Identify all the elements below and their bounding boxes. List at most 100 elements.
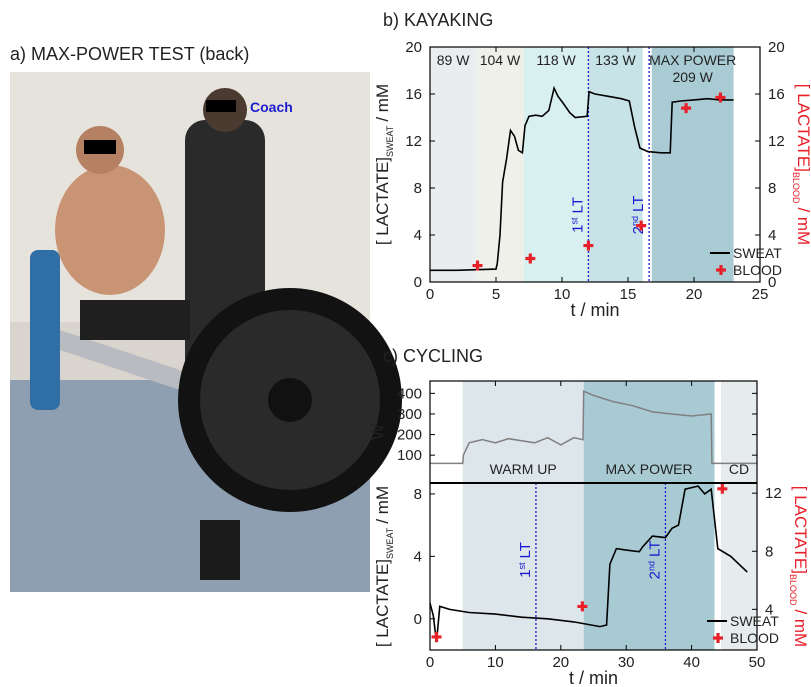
legend-marker [713, 633, 723, 643]
region [462, 381, 584, 650]
region [651, 47, 734, 282]
threshold-number: 1 [569, 225, 586, 233]
photo-hub [268, 378, 312, 422]
x-tick-label: 30 [618, 654, 635, 671]
y-tick-label: 8 [765, 543, 773, 560]
y-tick-label: 0 [414, 274, 422, 291]
x-tick-label: 10 [487, 654, 504, 671]
x-axis-label: t / min [569, 668, 618, 687]
y-tick-label: 0 [768, 274, 776, 291]
x-tick-label: 25 [752, 286, 769, 303]
legend-label: BLOOD [730, 630, 779, 646]
y-tick-label: 4 [765, 601, 773, 618]
axis-label-text: [ LACTATE] [794, 84, 811, 172]
panel-title: a) MAX-POWER TEST (back) [10, 44, 249, 64]
y-tick-label: 8 [414, 180, 422, 197]
region [588, 47, 643, 282]
threshold-suffix: st [517, 562, 527, 570]
axis-label: [ LACTATE]BLOOD / mM [788, 486, 810, 647]
axis-label-text: [ LACTATE] [373, 559, 392, 647]
photo-mask [206, 100, 236, 112]
threshold-label: 2nd LT [646, 541, 663, 580]
axis-label-text: [ LACTATE] [373, 157, 392, 245]
threshold-number: 2 [630, 226, 647, 234]
axis-label-unit: / mM [794, 207, 811, 245]
y-tick-label: 12 [405, 133, 422, 150]
blood-marker [715, 92, 726, 103]
threshold-suffix: nd [646, 561, 656, 571]
blood-marker [525, 253, 536, 264]
x-tick-label: 0 [426, 286, 434, 303]
region-sublabel: 209 W [672, 69, 713, 85]
y-tick-label: 4 [768, 227, 776, 244]
x-tick-label: 20 [686, 286, 703, 303]
photo-seat [80, 300, 190, 340]
blood-marker [681, 103, 692, 114]
y-tick-label: 16 [405, 86, 422, 103]
y-tick-label: 100 [397, 447, 422, 464]
chart-title: c) CYCLING [383, 346, 483, 366]
axis-label-unit: / mM [791, 609, 810, 647]
blood-marker [577, 601, 588, 612]
x-tick-label: 40 [683, 654, 700, 671]
region-label: MAX POWER [606, 461, 693, 477]
blood-marker [583, 240, 594, 251]
threshold-text: LT [646, 541, 663, 557]
region-label: 133 W [595, 52, 636, 68]
y-tick-label: 20 [768, 39, 785, 56]
axis-label: [ LACTATE]SWEAT / mM [373, 84, 395, 245]
region-label: 89 W [437, 52, 470, 68]
legend-label: SWEAT [730, 613, 779, 629]
region-label: 104 W [480, 52, 521, 68]
y-tick-label: 8 [414, 486, 422, 503]
y-tick-label: 300 [397, 406, 422, 423]
axis-label-subscript: SWEAT [385, 125, 395, 157]
region-label: WARM UP [490, 461, 557, 477]
legend-label: BLOOD [733, 262, 782, 278]
power-line [430, 390, 757, 465]
legend-label: SWEAT [733, 245, 782, 261]
axis-label: [ LACTATE]BLOOD / mM [791, 84, 811, 245]
sweat-line [429, 485, 748, 643]
blood-marker [636, 220, 647, 231]
y-tick-label: 12 [768, 133, 785, 150]
x-tick-label: 10 [554, 286, 571, 303]
region [523, 47, 589, 282]
photo-athlete [55, 165, 165, 295]
axis-label-unit: / mM [373, 486, 392, 524]
blood-marker [717, 483, 728, 494]
x-tick-label: 20 [552, 654, 569, 671]
region-label: 118 W [536, 52, 576, 68]
threshold-label: 2nd LT [630, 196, 647, 235]
threshold-suffix: nd [630, 216, 640, 226]
region-label: CD [729, 461, 749, 477]
y-tick-label: 4 [414, 548, 422, 565]
region [476, 47, 524, 282]
x-tick-label: 15 [620, 286, 637, 303]
y-tick-label: 400 [397, 385, 422, 402]
legend-marker [716, 265, 726, 275]
threshold-text: LT [517, 542, 534, 558]
photo-tank [30, 250, 60, 410]
sweat-line [430, 85, 734, 272]
x-tick-label: 0 [426, 654, 434, 671]
plot-frame [429, 46, 761, 283]
axis-label-unit: / mM [373, 84, 392, 122]
threshold-text: LT [630, 196, 647, 212]
axis-label-text: [ LACTATE] [791, 486, 810, 574]
blood-marker [472, 260, 483, 271]
photo-panel: a) MAX-POWER TEST (back) Coach [10, 44, 402, 592]
photo-mask [84, 140, 116, 154]
photo-stand [200, 520, 240, 580]
y-tick-label: 16 [768, 86, 785, 103]
y-tick-label: 0 [414, 611, 422, 628]
x-tick-label: 50 [749, 654, 766, 671]
region [583, 381, 715, 650]
power-axis-label: W [368, 424, 387, 440]
y-tick-label: 200 [397, 427, 422, 444]
chart-title: b) KAYAKING [383, 10, 493, 30]
y-tick-label: 4 [414, 227, 422, 244]
axis-label-subscript: BLOOD [791, 172, 801, 204]
threshold-text: LT [569, 197, 586, 213]
photo-label: Coach [250, 99, 293, 115]
